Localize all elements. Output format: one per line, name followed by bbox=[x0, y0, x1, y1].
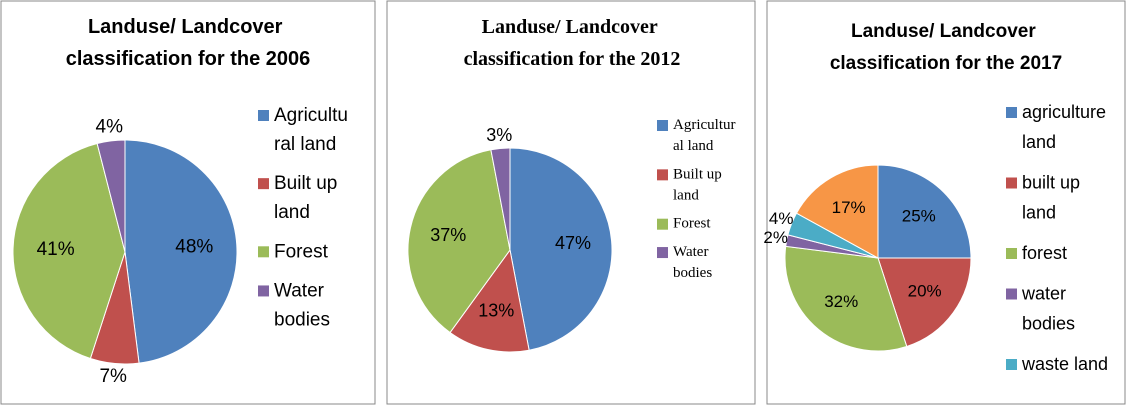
data-label: 3% bbox=[486, 125, 512, 145]
pie-slice bbox=[877, 164, 972, 259]
panel bbox=[766, 0, 1126, 405]
legend-label: built up land bbox=[1022, 172, 1085, 222]
pie-slice bbox=[449, 248, 530, 353]
legend-swatch bbox=[1006, 359, 1017, 370]
legend-label: Water bodies bbox=[274, 280, 330, 330]
data-label: 25% bbox=[902, 207, 936, 226]
panel bbox=[0, 0, 376, 405]
legend-label: Built up land bbox=[274, 173, 343, 223]
legend-swatch bbox=[258, 178, 269, 190]
data-label: 7% bbox=[99, 366, 127, 387]
pie-slice bbox=[877, 257, 972, 348]
legend-label: Built up land bbox=[673, 167, 726, 204]
data-label: 4% bbox=[96, 117, 124, 138]
chart-title: Landuse/ Landcover classification for th… bbox=[464, 16, 681, 70]
data-label: 13% bbox=[478, 300, 514, 320]
legend-swatch bbox=[657, 218, 668, 230]
legend-label: forest bbox=[1022, 243, 1067, 263]
legend-swatch bbox=[258, 246, 269, 258]
pie-slice bbox=[795, 164, 879, 259]
data-label: 48% bbox=[175, 237, 213, 258]
legend-label: Water bodies bbox=[673, 244, 712, 281]
data-label: 4% bbox=[769, 209, 794, 228]
legend-swatch bbox=[657, 247, 668, 259]
pie-slice bbox=[12, 142, 126, 360]
data-label: 37% bbox=[430, 225, 466, 245]
chart-title: Landuse/ Landcover classification for th… bbox=[66, 16, 311, 70]
legend-label: water bodies bbox=[1021, 283, 1075, 333]
chart-title: Landuse/ Landcover classification for th… bbox=[830, 21, 1062, 74]
legend-label: Forest bbox=[274, 241, 329, 262]
data-label: 17% bbox=[832, 198, 866, 217]
legend-swatch bbox=[258, 285, 269, 297]
data-label: 32% bbox=[824, 292, 858, 311]
data-label: 2% bbox=[763, 228, 788, 247]
legend-swatch bbox=[1006, 107, 1017, 118]
pie-slice bbox=[407, 149, 511, 334]
pie-slice bbox=[124, 139, 238, 364]
legend-swatch bbox=[1006, 288, 1017, 300]
data-label: 47% bbox=[555, 233, 591, 253]
legend-swatch bbox=[1006, 177, 1017, 189]
data-label: 20% bbox=[908, 281, 942, 300]
data-label: 41% bbox=[37, 239, 75, 260]
legend-label: Forest bbox=[673, 216, 711, 232]
pie-slice bbox=[490, 147, 511, 251]
legend-label: waste land bbox=[1021, 354, 1108, 374]
legend-label: agriculture land bbox=[1022, 102, 1111, 152]
legend-swatch bbox=[657, 169, 668, 181]
pie-slice bbox=[784, 245, 908, 352]
pie-slice bbox=[96, 139, 126, 253]
legend-swatch bbox=[657, 120, 668, 131]
panel bbox=[386, 0, 756, 405]
legend-swatch bbox=[1006, 248, 1017, 259]
legend-swatch bbox=[258, 110, 269, 121]
pie-slice bbox=[509, 147, 613, 351]
